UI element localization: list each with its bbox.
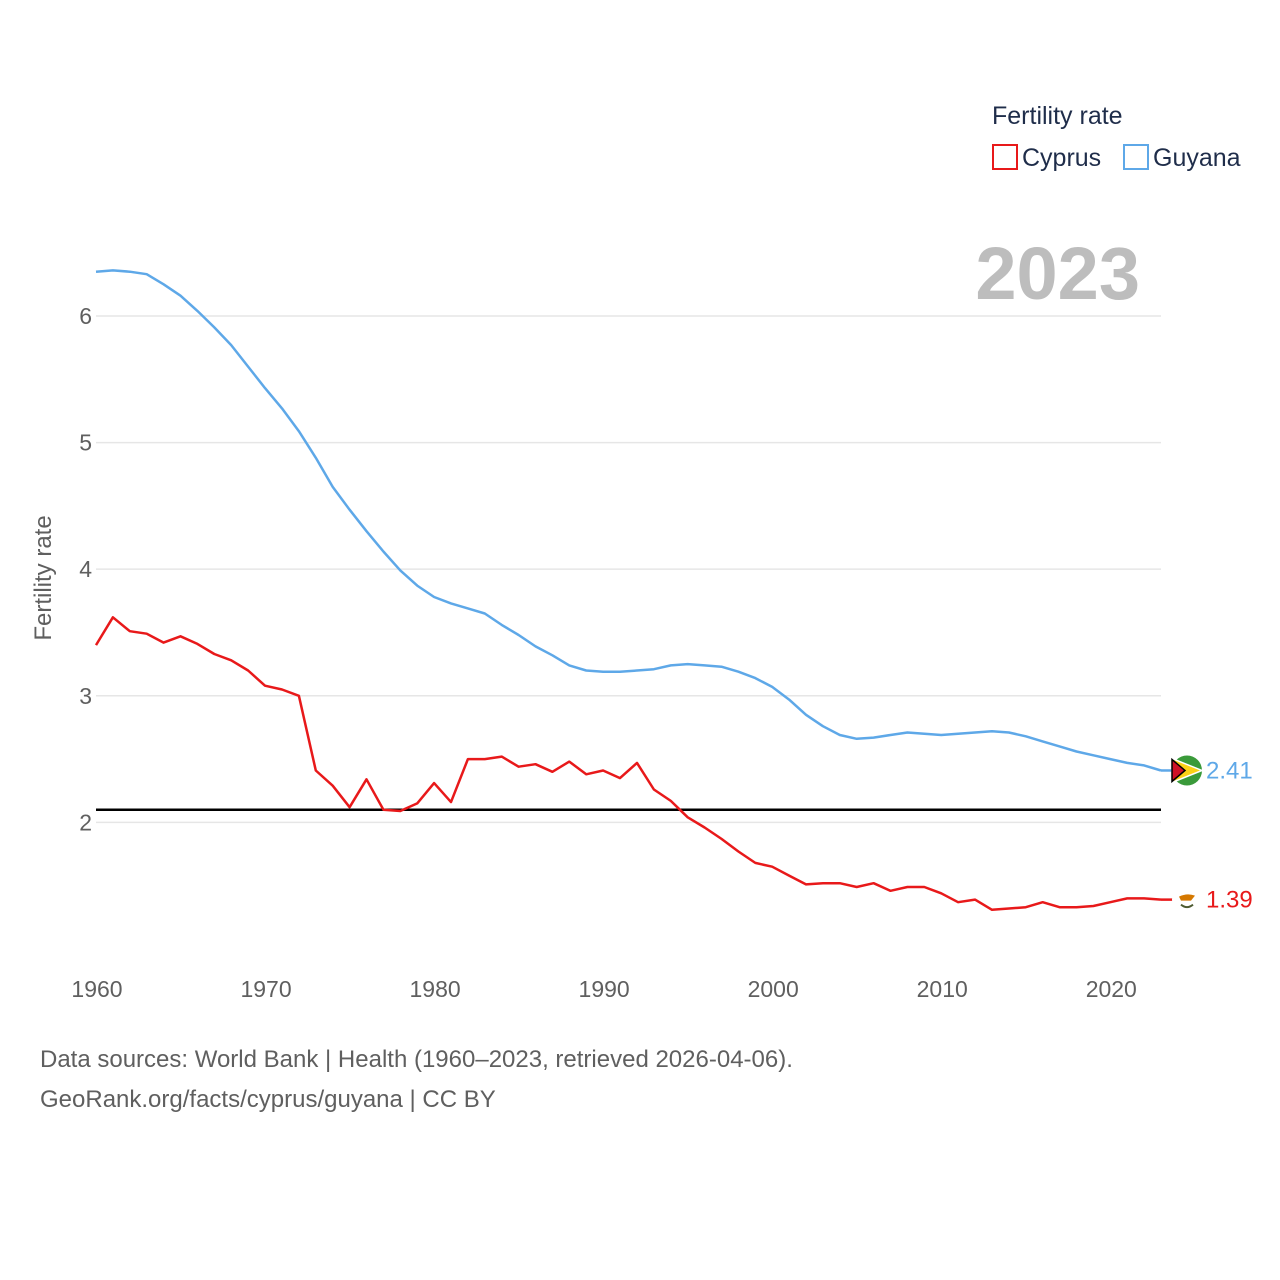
legend-swatch-cyprus[interactable] (992, 144, 1018, 170)
guyana-flag-icon (1171, 755, 1205, 786)
gridlines (96, 315, 1161, 824)
source-note: Data sources: World Bank | Health (1960–… (40, 1046, 793, 1073)
end-label-cyprus: 1.39 (1206, 887, 1253, 914)
fertility-chart: 2 3 4 5 6 1960 1970 1980 1990 2000 2010 2020 Ferti… (30, 102, 1253, 1002)
x-tick-1960: 1960 (71, 976, 122, 1002)
y-axis-title: Fertility rate (30, 515, 57, 640)
x-tick-1980: 1980 (410, 976, 461, 1002)
x-tick-2010: 2010 (917, 976, 968, 1002)
x-tick-1990: 1990 (579, 976, 630, 1002)
legend: Fertility rate Cyprus Guyana (992, 102, 1241, 172)
y-tick-6: 6 (79, 303, 92, 329)
y-tick-2: 2 (79, 809, 92, 835)
legend-title: Fertility rate (992, 102, 1123, 130)
series-line-guyana[interactable] (95, 269, 1162, 772)
credit-note[interactable]: GeoRank.org/facts/cyprus/guyana | CC BY (40, 1086, 496, 1113)
x-axis-ticks: 1960 1970 1980 1990 2000 2010 2020 (71, 976, 1136, 1002)
series-lines (94, 269, 1162, 912)
legend-label-guyana[interactable]: Guyana (1153, 144, 1241, 172)
end-label-guyana: 2.41 (1206, 757, 1253, 784)
cyprus-flag-icon (1172, 884, 1202, 915)
x-tick-2000: 2000 (748, 976, 799, 1002)
x-tick-1970: 1970 (240, 976, 291, 1002)
series-line-cyprus[interactable] (94, 616, 1162, 912)
legend-label-cyprus[interactable]: Cyprus (1022, 144, 1101, 172)
x-tick-2020: 2020 (1086, 976, 1137, 1002)
end-markers: 1.39 2.41 (1161, 755, 1253, 915)
y-tick-5: 5 (79, 430, 92, 456)
year-display: 2023 (975, 232, 1140, 315)
legend-swatch-guyana[interactable] (1123, 144, 1149, 170)
y-tick-3: 3 (79, 683, 92, 709)
y-axis-ticks: 2 3 4 5 6 (79, 303, 92, 835)
y-tick-4: 4 (79, 556, 92, 582)
